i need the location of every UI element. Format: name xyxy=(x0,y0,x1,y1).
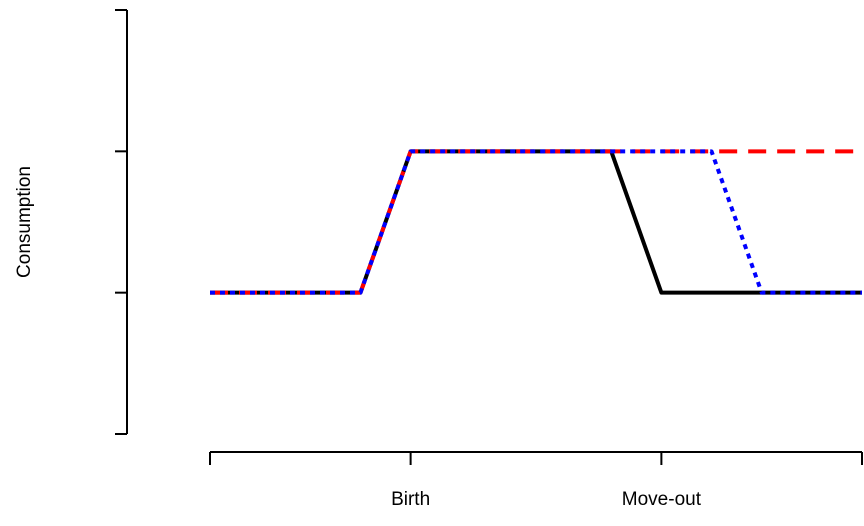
series-line xyxy=(210,149,862,295)
x-tick-label: Birth xyxy=(391,489,430,510)
series-line xyxy=(210,149,862,295)
series-line xyxy=(210,149,862,295)
x-tick-label: Move-out xyxy=(622,489,702,510)
y-axis-label: Consumption xyxy=(14,166,35,278)
